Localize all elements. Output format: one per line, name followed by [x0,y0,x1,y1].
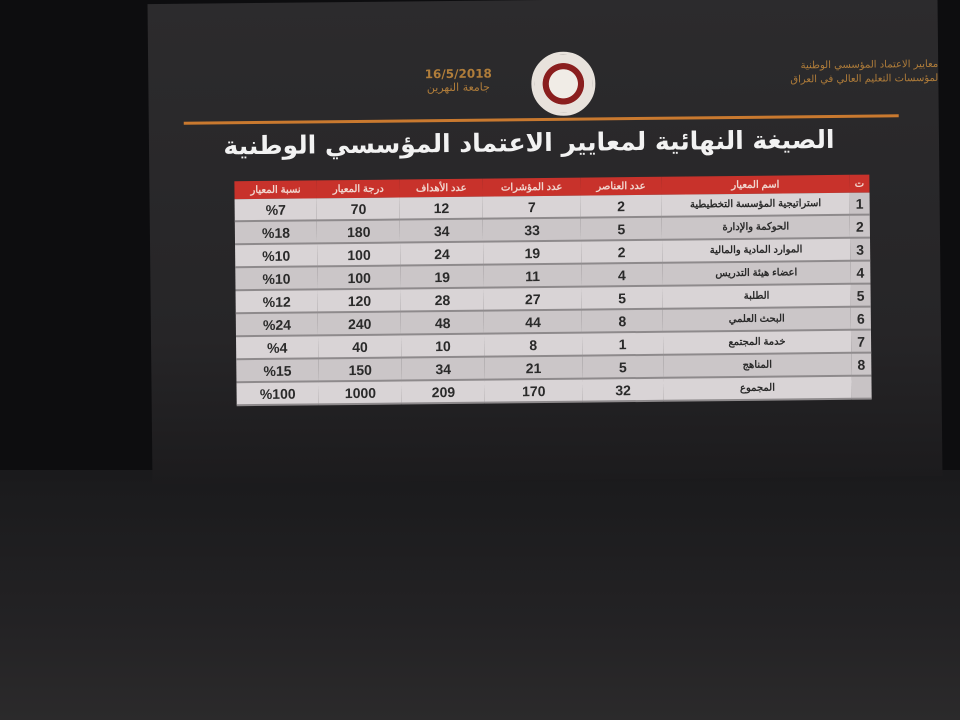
table-cell: 8 [484,332,583,357]
table-cell: %10 [235,266,318,291]
table-cell: 240 [317,311,402,336]
table-cell: %7 [234,198,318,222]
table-cell: 5 [581,285,663,310]
table-cell: 1 [849,192,870,215]
table-cell: 2 [581,239,663,264]
column-header: نسبة المعيار [234,180,317,200]
table-cell: 3 [849,237,871,261]
university: جامعة النهرين [426,80,490,95]
table-cell: %100 [236,381,319,406]
table-cell: 24 [400,241,484,266]
column-header: عدد العناصر [580,176,662,196]
table-cell: 4 [581,262,663,287]
table-cell: 11 [483,263,582,288]
table-cell: المجموع [663,375,852,401]
projected-slide: معايير الاعتماد المؤسسي الوطنية لمؤسسات … [147,0,943,485]
table-cell: اعضاء هيئة التدريس [662,260,851,286]
table-cell: %18 [234,220,318,245]
column-header: اسم المعيار [661,174,850,195]
table-cell: 40 [318,334,402,359]
column-header: درجة المعيار [316,179,401,199]
table-cell: 2 [580,194,662,218]
date-header: 16/5/2018 جامعة النهرين [413,66,503,95]
table-cell: الطلبة [662,283,851,309]
table-cell: البحث العلمي [662,306,851,332]
table-cell: 12 [400,196,484,220]
table-cell: %15 [236,358,319,383]
table-cell: 7 [482,195,581,219]
table-cell: المناهج [663,352,852,378]
table-cell: الموارد المادية والمالية [661,237,851,263]
table-cell: 34 [401,356,485,381]
table-cell: 120 [317,288,402,313]
table-cell: 2 [849,214,870,238]
table-cell [851,375,872,399]
table-cell: 5 [582,354,664,379]
table-cell: 5 [580,216,662,241]
org-header: معايير الاعتماد المؤسسي الوطنية لمؤسسات … [758,58,938,88]
table-cell: 28 [400,287,484,312]
column-header: ت [849,174,870,193]
table-cell: 4 [850,260,871,284]
divider [183,114,899,125]
standards-table: ت اسم المعيار عدد العناصر عدد المؤشرات عدد ا… [234,174,872,407]
table-cell: 170 [484,378,583,403]
column-header: عدد الأهداف [399,178,483,198]
table-cell: 100 [317,265,401,290]
org-line2: لمؤسسات التعليم العالي في العراق [790,72,939,86]
table-cell: %24 [235,312,319,337]
table-cell: 34 [400,218,484,243]
table-cell: 209 [401,379,485,404]
column-header: عدد المؤشرات [482,177,581,197]
table-cell: 21 [484,355,583,380]
table-cell: 48 [401,310,485,335]
table-cell: استراتيجية المؤسسة التخطيطية [661,192,850,217]
table-cell: 5 [850,283,871,307]
table-cell: 70 [316,197,401,221]
table-cell: 6 [850,306,871,330]
table-cell: %4 [235,335,319,360]
table-cell: 19 [400,264,484,289]
desk-surface [0,470,960,720]
table-cell: 7 [850,329,872,353]
table-cell: 33 [483,217,582,242]
table-cell: 1000 [318,380,403,405]
table-cell: خدمة المجتمع [662,329,852,355]
table-cell: 32 [582,377,664,402]
table-cell: 44 [483,309,583,334]
table-cell: 150 [318,357,402,382]
table-cell: %12 [235,289,318,314]
slide-title: الصيغة النهائية لمعايير الاعتماد المؤسسي… [223,124,835,161]
table-cell: 19 [483,240,582,265]
table-cell: 180 [317,219,401,244]
date: 16/5/2018 [424,66,492,82]
table-cell: الحوكمة والإدارة [661,214,850,240]
table-cell: 10 [401,333,485,358]
table-cell: 27 [483,286,582,311]
table-cell: 8 [581,308,663,333]
table-cell: 8 [851,352,872,376]
table-cell: 1 [582,331,664,356]
table-cell: %10 [235,243,318,268]
ministry-logo [531,51,596,117]
table-cell: 100 [317,242,401,267]
